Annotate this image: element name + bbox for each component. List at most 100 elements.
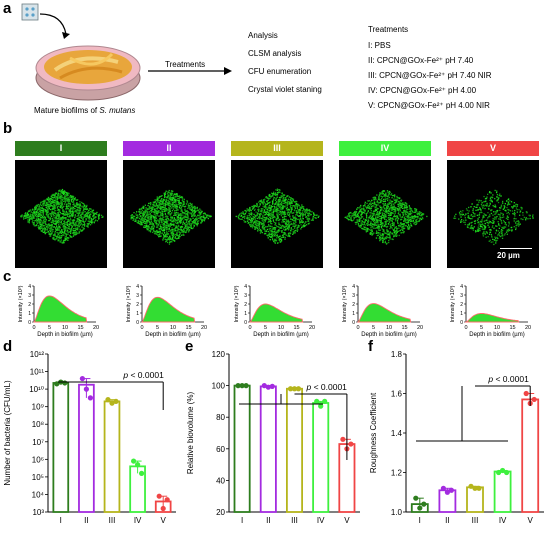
x-tick-label: 5 [156,325,159,331]
y-tick-label: 120 [212,350,226,359]
bar [312,402,330,513]
bar [521,398,540,513]
y-tick-label: 4 [136,284,139,290]
data-point [496,469,502,476]
x-tick-label: 5 [480,325,483,331]
x-tick-label: I [241,516,243,525]
data-point [139,470,145,476]
y-tick-label: 10⁵ [32,473,44,482]
x-tick-label: IV [499,516,507,525]
data-point [504,469,510,476]
clsm-image-I [15,160,107,268]
x-tick-label: IV [317,516,325,525]
y-tick-label: 1.8 [391,350,403,359]
data-point [287,386,294,392]
y-tick-label: 0 [244,320,247,326]
y-axis-label: Number of bacteria (CFU/mL) [3,380,12,486]
intensity-plot: 0 1 2 3 4 0 5 10 15 20 Intensity (×10³) Depth in bi… [342,284,423,338]
x-tick-label: 5 [264,325,267,331]
x-tick-label: 0 [356,325,359,331]
y-tick-label: 40 [216,476,225,485]
data-point [164,497,170,503]
y-tick-label: 1 [352,311,355,317]
x-tick-label: V [344,516,350,525]
curved-arrow [39,13,67,35]
analysis-item: Crystal violet staning [248,85,322,94]
data-point [156,493,162,499]
p-value-annotation: p < 0.0001 [487,374,529,384]
y-axis-label: Relative biovolume (%) [186,392,195,475]
panel-e-label: e [185,338,194,355]
x-tick-label: 20 [201,325,207,331]
y-tick-label: 10¹⁰ [29,385,44,394]
data-point [421,501,427,507]
y-tick-label: 1.2 [391,469,403,478]
analysis-item: Analysis [248,31,278,40]
y-tick-label: 10³ [32,508,44,517]
y-tick-label: 1 [28,311,31,317]
scale-bar-label: 20 µm [497,251,520,260]
y-axis-label: Intensity (×10³) [342,285,348,322]
data-point [523,390,529,397]
x-tick-label: 15 [185,325,191,331]
cfu-bar-chart: 10³ 10⁴ 10⁵ 10⁶ 10⁷ 10⁸ 10⁹ 10¹⁰ 10¹¹ 10¹² Number … [3,350,176,525]
biofilm-caption: Mature biofilms of S. mutans [34,106,136,115]
cube-icon [21,3,39,21]
y-tick-label: 4 [244,284,247,290]
data-point [322,398,328,404]
y-tick-label: 10¹² [30,350,45,359]
x-tick-label: 0 [464,325,467,331]
y-tick-label: 1.6 [391,390,403,399]
y-tick-label: 10⁸ [32,420,44,429]
y-tick-label: 10⁷ [32,438,44,447]
y-tick-label: 10⁴ [32,490,45,499]
y-tick-label: 0 [136,320,139,326]
x-tick-label: 5 [48,325,51,331]
panel-a-label: a [3,0,12,17]
y-tick-label: 10⁹ [32,403,44,412]
data-point [340,436,346,442]
data-point [160,505,166,512]
intensity-plot: 0 1 2 3 4 0 5 10 15 20 Intensity (×10³) Depth in bi… [18,284,99,338]
data-point [83,386,89,392]
x-axis-label: Depth in biofilm (µm) [37,332,92,338]
y-tick-label: 3 [460,293,463,299]
x-tick-label: 10 [278,325,284,331]
x-tick-label: 0 [140,325,143,331]
bar [103,400,121,513]
intensity-profile [141,296,196,323]
y-tick-label: 100 [212,382,226,391]
y-tick-label: 3 [136,293,139,299]
bar [52,382,70,513]
y-axis-label: Intensity (×10³) [18,285,24,322]
data-point [318,403,324,409]
x-tick-label: 20 [93,325,99,331]
y-tick-label: 0 [460,320,463,326]
y-axis-label: Intensity (×10³) [450,285,456,322]
y-tick-label: 10¹¹ [30,368,45,377]
x-tick-label: 15 [293,325,299,331]
data-point [235,383,241,389]
intensity-plot: 0 1 2 3 4 0 5 10 15 20 Intensity (×10³) Depth in bi… [126,284,207,338]
analysis-item: CLSM analysis [248,49,302,58]
data-point [348,441,354,447]
data-point [54,381,60,387]
data-point [444,489,450,495]
x-tick-label: 10 [386,325,392,331]
data-point [468,483,474,489]
x-tick-label: II [266,516,270,525]
data-point [417,505,423,511]
bar [466,486,484,513]
data-point [62,380,68,386]
y-axis-label: Intensity (×10³) [126,285,132,322]
data-point [413,495,419,501]
y-tick-label: 2 [244,302,247,308]
y-tick-label: 3 [352,293,355,299]
p-value-annotation: p < 0.0001 [305,382,347,392]
analysis-item: CFU enumeration [248,67,312,76]
y-tick-label: 0 [352,320,355,326]
y-tick-label: 1.4 [391,429,403,438]
intensity-profile [357,303,412,323]
